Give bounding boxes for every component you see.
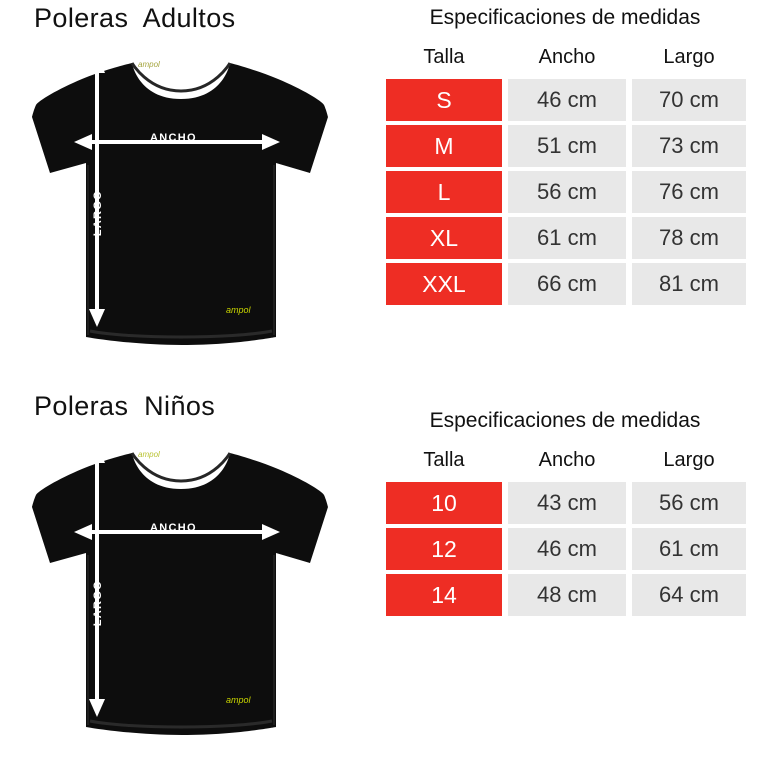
table-row: 14 48 cm 64 cm [386,574,746,616]
table-row: 10 43 cm 56 cm [386,482,746,524]
size-badge: 10 [386,482,502,524]
length-arrow [89,445,105,717]
specs-title-adults: Especificaciones de medidas [429,6,701,29]
width-label-kids: ANCHO [150,522,197,534]
length-value: 56 cm [632,482,746,524]
size-badge: XXL [386,263,502,305]
section-adults: Poleras Adultos [10,0,750,345]
tshirt-icon: ampol ampol [32,55,328,345]
brand-mark-icon: ampol [226,695,252,705]
length-value: 73 cm [632,125,746,167]
size-badge: M [386,125,502,167]
section-title-adults: Poleras Adultos [34,3,236,33]
specs-adults: Especificaciones de medidas Talla Ancho … [380,0,750,309]
column-header-size: Talla [423,449,465,471]
width-value: 66 cm [508,263,626,305]
shirt-illustration-kids: ampol ampol ANCHO LARGO [10,435,360,735]
width-value: 48 cm [508,574,626,616]
size-badge: 14 [386,574,502,616]
table-row: 12 46 cm 61 cm [386,528,746,570]
column-header-width: Ancho [538,46,596,68]
column-header-width: Ancho [538,449,596,471]
table-row: XL 61 cm 78 cm [386,217,746,259]
table-header-row: Talla Ancho Largo [386,44,746,75]
specs-kids: Especificaciones de medidas Talla Ancho … [380,385,750,620]
width-value: 46 cm [508,79,626,121]
length-value: 78 cm [632,217,746,259]
length-value: 70 cm [632,79,746,121]
section-title-kids: Poleras Niños [34,391,216,421]
size-badge: L [386,171,502,213]
width-value: 46 cm [508,528,626,570]
column-header-length: Largo [663,449,715,471]
specs-title-kids: Especificaciones de medidas [429,409,701,432]
table-header-row: Talla Ancho Largo [386,447,746,478]
table-row: XXL 66 cm 81 cm [386,263,746,305]
size-table-kids: Talla Ancho Largo 10 43 cm 56 cm 12 46 c… [380,443,752,620]
size-badge: 12 [386,528,502,570]
brand-neck-icon: ampol [138,60,160,69]
column-header-size: Talla [423,46,465,68]
width-value: 56 cm [508,171,626,213]
length-value: 64 cm [632,574,746,616]
width-arrow [74,524,280,540]
table-row: S 46 cm 70 cm [386,79,746,121]
section-kids: Poleras Niños ampol am [0,385,760,760]
brand-neck-icon: ampol [138,450,160,459]
length-value: 81 cm [632,263,746,305]
column-header-length: Largo [663,46,715,68]
length-label-adults: LARGO [92,190,104,237]
tshirt-icon: ampol ampol [32,445,328,735]
length-label-kids: LARGO [92,580,104,627]
table-row: M 51 cm 73 cm [386,125,746,167]
size-badge: XL [386,217,502,259]
size-badge: S [386,79,502,121]
table-row: L 56 cm 76 cm [386,171,746,213]
length-value: 76 cm [632,171,746,213]
width-value: 43 cm [508,482,626,524]
width-value: 51 cm [508,125,626,167]
size-table-adults: Talla Ancho Largo S 46 cm 70 cm M 51 cm … [380,40,752,309]
shirt-illustration-adults: ampol ampol ANCHO LARGO [10,45,360,345]
length-arrow [89,55,105,327]
width-label-adults: ANCHO [150,132,197,144]
length-value: 61 cm [632,528,746,570]
width-arrow [74,134,280,150]
width-value: 61 cm [508,217,626,259]
brand-mark-icon: ampol [226,305,252,315]
